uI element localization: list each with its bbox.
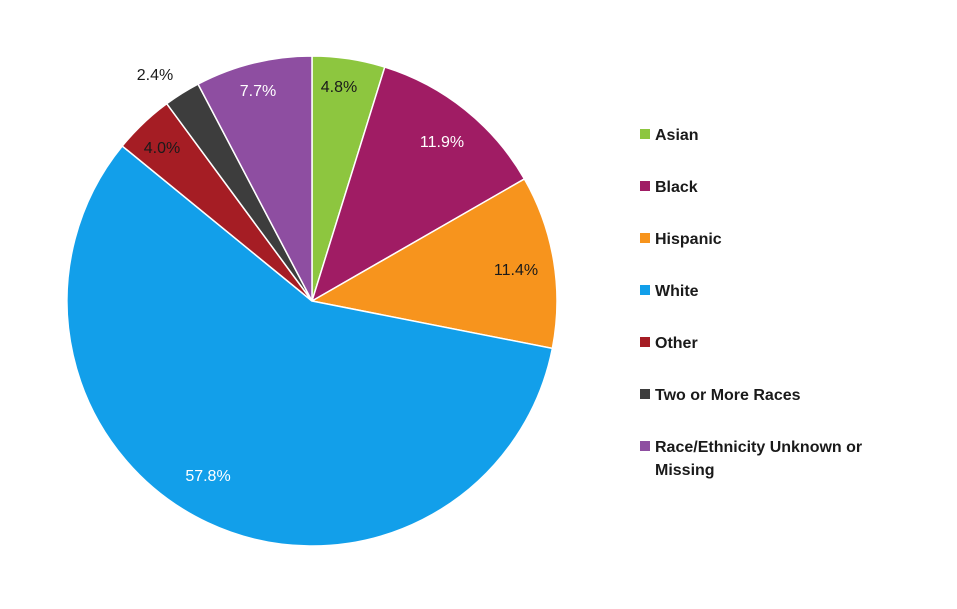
legend-swatch: [640, 181, 650, 191]
data-label-black: 11.9%: [420, 134, 464, 151]
pie-slice-black: [310, 66, 526, 303]
legend-swatch: [640, 129, 650, 139]
legend-item-two-or-more-races: Two or More Races: [640, 384, 885, 407]
legend-label: Black: [655, 179, 698, 196]
legend-label: Race/Ethnicity Unknown or Missing: [655, 439, 863, 479]
pie-data-labels: 4.8% 11.9% 11.4% 57.8% 4.0% 2.4% 7.7%: [137, 67, 538, 485]
data-label-race-ethnicity-unknown-or-missing: 7.7%: [240, 83, 276, 100]
legend-swatch: [640, 285, 650, 295]
legend-swatch: [640, 233, 650, 243]
legend-item-asian: Asian: [640, 124, 885, 147]
legend-item-race-ethnicity-unknown-or-missing: Race/Ethnicity Unknown or Missing: [640, 436, 885, 482]
data-label-white: 57.8%: [185, 468, 230, 485]
legend-item-other: Other: [640, 332, 885, 355]
legend-label: Asian: [655, 127, 699, 144]
legend-item-white: White: [640, 280, 885, 303]
pie-slice-race-ethnicity-unknown-or-missing: [197, 55, 313, 302]
data-label-asian: 4.8%: [321, 79, 357, 96]
data-label-two-or-more-races: 2.4%: [137, 67, 173, 84]
pie-slice-white: [66, 144, 554, 547]
data-label-other: 4.0%: [144, 140, 180, 157]
pie-slices: [66, 55, 558, 547]
legend-label: Other: [655, 335, 698, 352]
legend-label: White: [655, 283, 699, 300]
legend-item-hispanic: Hispanic: [640, 228, 885, 251]
data-label-hispanic: 11.4%: [494, 262, 538, 279]
legend-label: Two or More Races: [655, 387, 801, 404]
legend-swatch: [640, 337, 650, 347]
pie-slice-hispanic: [309, 177, 558, 350]
legend-swatch: [640, 389, 650, 399]
legend-label: Hispanic: [655, 231, 722, 248]
legend-item-black: Black: [640, 176, 885, 199]
legend-swatch: [640, 441, 650, 451]
